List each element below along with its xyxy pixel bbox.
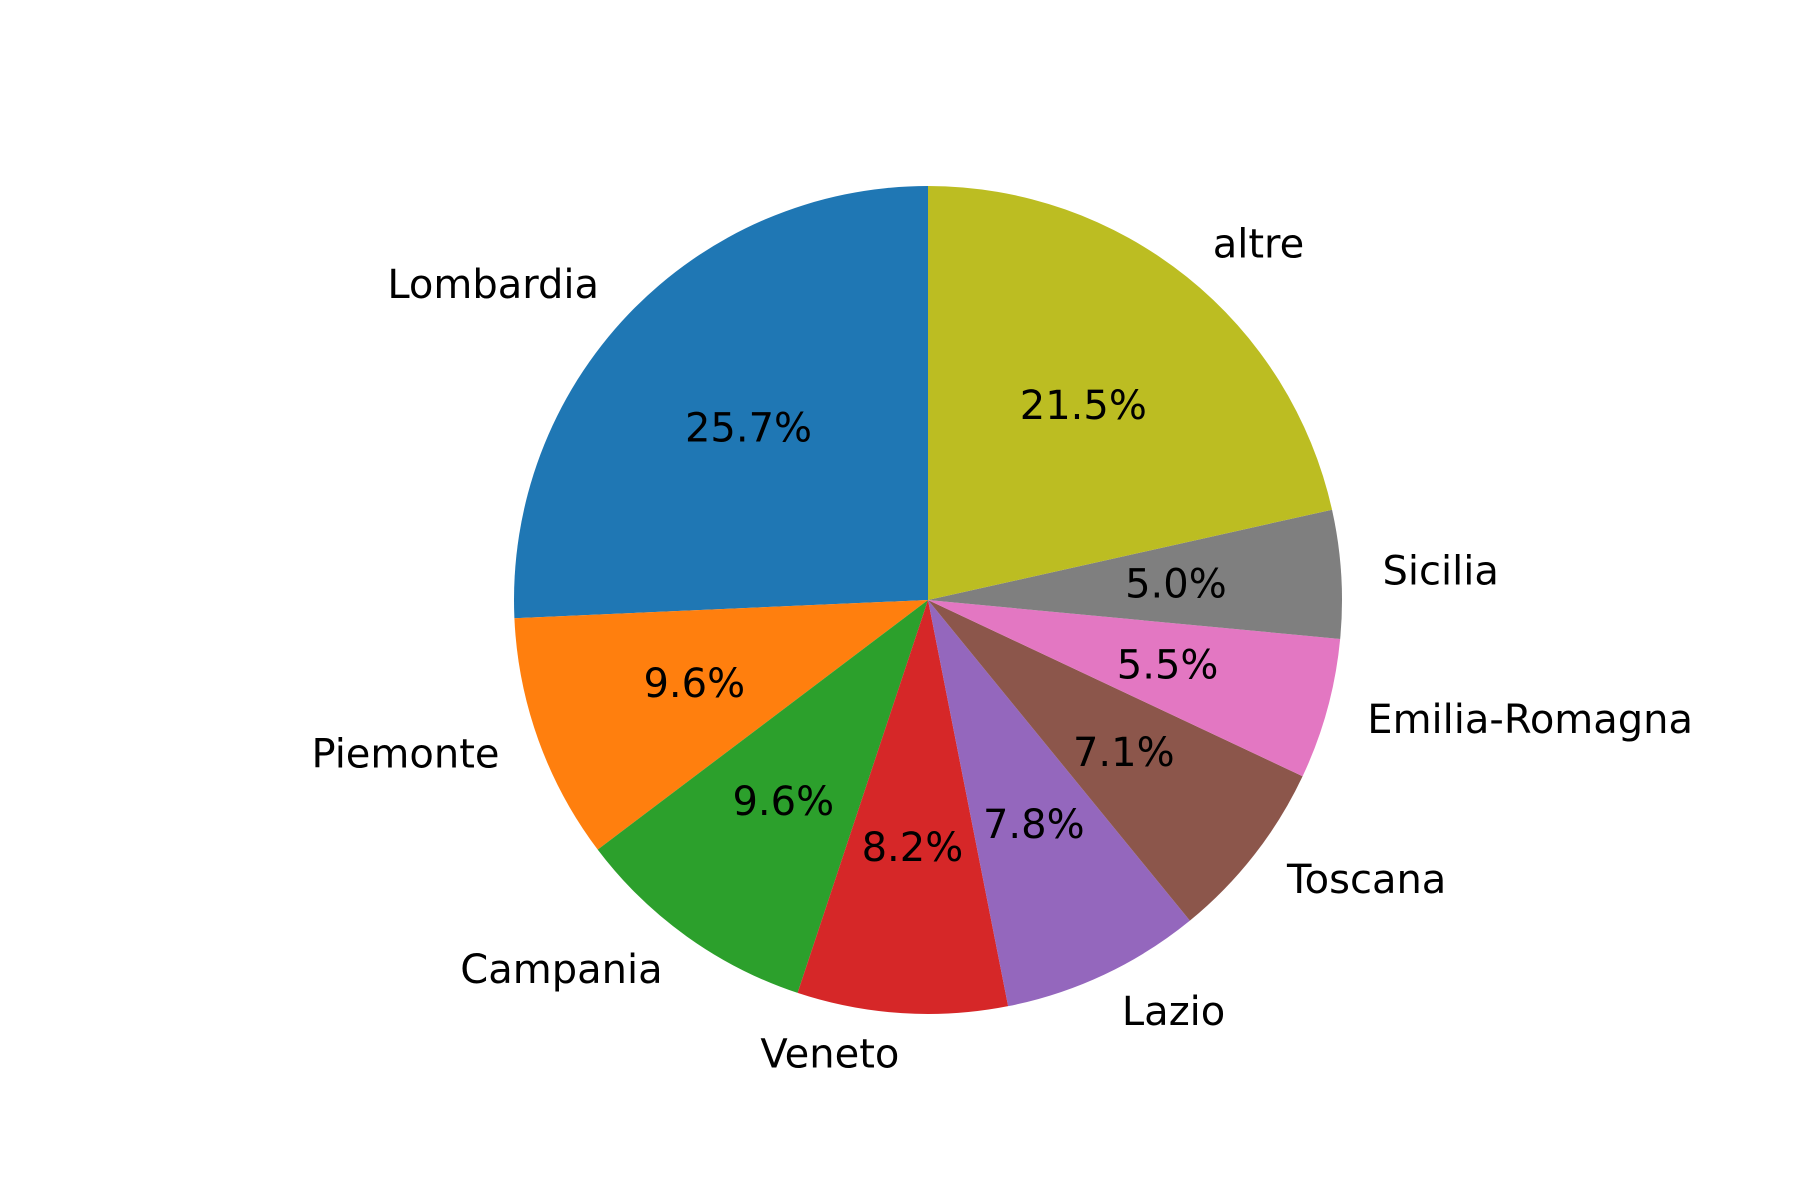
pie-slice-lazio bbox=[928, 600, 1190, 1007]
percent-label: 8.2% bbox=[862, 825, 964, 871]
percent-label: 5.0% bbox=[1125, 561, 1227, 607]
percent-label: 7.1% bbox=[1073, 730, 1175, 776]
pie-slice-veneto bbox=[797, 600, 1009, 1015]
pie-slice-emilia-romagna bbox=[928, 600, 1341, 777]
category-label: Sicilia bbox=[1383, 548, 1499, 594]
percent-label: 21.5% bbox=[1020, 383, 1147, 429]
pie-slice-lombardia bbox=[513, 186, 928, 619]
percent-label: 9.6% bbox=[732, 779, 834, 825]
category-label: Campania bbox=[460, 947, 662, 993]
category-label: Emilia-Romagna bbox=[1367, 697, 1693, 743]
percent-label: 25.7% bbox=[685, 405, 812, 451]
percent-label: 7.8% bbox=[983, 802, 1085, 848]
pie-slice-sicilia bbox=[928, 509, 1342, 639]
pie-slice-altre bbox=[928, 186, 1333, 600]
percent-label: 5.5% bbox=[1117, 643, 1219, 689]
pie-slice-toscana bbox=[928, 600, 1303, 921]
pie-slice-campania bbox=[597, 600, 928, 993]
category-label: Lombardia bbox=[387, 262, 599, 308]
category-label: Piemonte bbox=[311, 731, 499, 777]
category-label: Lazio bbox=[1122, 989, 1225, 1035]
category-label: Veneto bbox=[760, 1032, 899, 1078]
category-label: altre bbox=[1213, 222, 1304, 268]
labels-layer: Lombardia 25.7% Piemonte 9.6% Campania 9.6% Ve… bbox=[311, 222, 1693, 1078]
category-label: Toscana bbox=[1286, 857, 1446, 903]
percent-label: 9.6% bbox=[643, 661, 745, 707]
pie-slice-piemonte bbox=[514, 600, 928, 850]
slices-layer bbox=[513, 186, 1342, 1015]
